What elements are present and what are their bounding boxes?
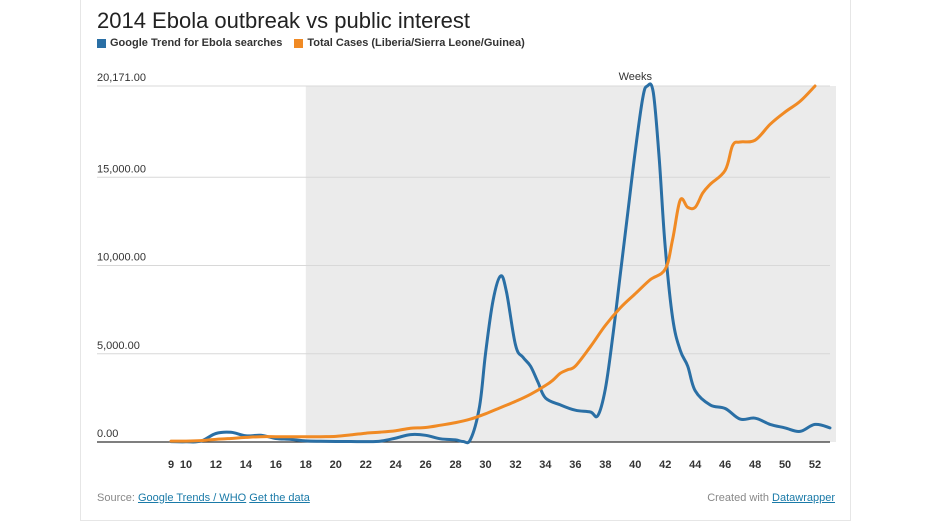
x-tick-label: 28 <box>449 459 461 471</box>
x-tick-label: 24 <box>390 459 403 471</box>
highlight-band <box>305 86 837 442</box>
x-tick-label: 38 <box>599 459 611 471</box>
x-tick-label: 32 <box>509 459 521 471</box>
x-tick-label: 46 <box>719 459 731 471</box>
footer-source: Source: Google Trends / WHO Get the data <box>97 492 310 504</box>
x-tick-label: 44 <box>689 459 702 471</box>
x-tick-label: 22 <box>360 459 372 471</box>
legend-item-trends[interactable]: Google Trend for Ebola searches <box>97 37 282 49</box>
y-tick-label: 15,000.00 <box>97 163 146 175</box>
legend-swatch-cases <box>294 38 304 48</box>
y-tick-label: 10,000.00 <box>97 252 146 264</box>
x-tick-label: 20 <box>330 459 342 471</box>
series-line-cases <box>169 84 817 443</box>
x-tick-label: 50 <box>779 459 791 471</box>
footer-credit: Created with Datawrapper <box>707 492 835 504</box>
created-with-text: Created with <box>707 492 769 504</box>
datawrapper-link[interactable]: Datawrapper <box>772 492 835 504</box>
chart-frame <box>80 0 851 521</box>
x-tick-label: 16 <box>270 459 282 471</box>
x-tick-label: 34 <box>539 459 552 471</box>
legend-item-cases[interactable]: Total Cases (Liberia/Sierra Leone/Guinea… <box>294 37 525 49</box>
source-link[interactable]: Google Trends / WHO <box>137 492 247 504</box>
x-tick-label: 18 <box>300 459 312 471</box>
x-tick-label: 52 <box>809 459 821 471</box>
x-tick-label: 36 <box>569 459 581 471</box>
x-tick-label: 12 <box>210 459 222 471</box>
series-line-trends <box>169 82 832 445</box>
source-prefix: Source: <box>97 492 135 504</box>
y-tick-label: 5,000.00 <box>97 340 140 352</box>
legend-label-cases: Total Cases (Liberia/Sierra Leone/Guinea… <box>307 37 525 49</box>
legend: Google Trend for Ebola searches Total Ca… <box>97 37 525 49</box>
x-tick-label: 9 <box>168 459 174 471</box>
x-tick-label: 40 <box>629 459 641 471</box>
x-tick-label: 26 <box>419 459 431 471</box>
x-axis-label: Weeks <box>619 71 653 83</box>
y-tick-label: 20,171.00 <box>97 72 146 84</box>
legend-swatch-trends <box>97 38 106 48</box>
x-tick-label: 14 <box>240 459 253 471</box>
x-tick-label: 48 <box>749 459 761 471</box>
x-tick-label: 30 <box>479 459 491 471</box>
legend-label-trends: Google Trend for Ebola searches <box>110 37 283 49</box>
chart-title: 2014 Ebola outbreak vs public interest <box>97 8 471 33</box>
get-data-link[interactable]: Get the data <box>249 492 310 504</box>
y-tick-label: 0.00 <box>97 428 118 440</box>
x-tick-label: 10 <box>180 459 192 471</box>
x-tick-label: 42 <box>659 459 671 471</box>
